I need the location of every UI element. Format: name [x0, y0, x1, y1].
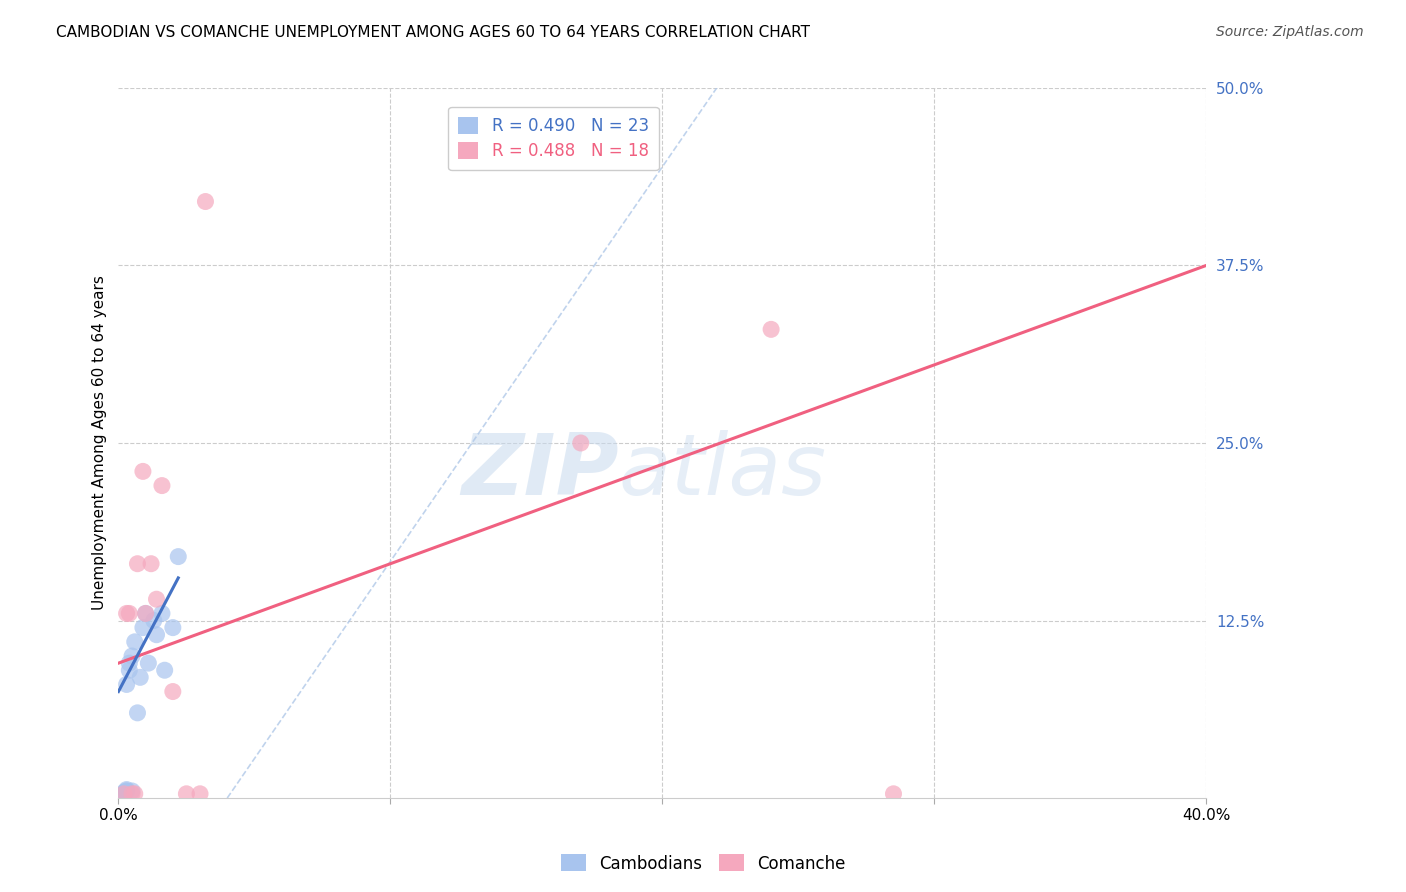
Point	[153, 663, 176, 677]
Point	[145, 592, 167, 607]
Point	[121, 648, 143, 663]
Point	[115, 782, 138, 797]
Point	[176, 787, 198, 801]
Legend: Cambodians, Comanche: Cambodians, Comanche	[554, 847, 852, 880]
Point	[135, 607, 157, 621]
Point	[162, 621, 184, 635]
Text: CAMBODIAN VS COMANCHE UNEMPLOYMENT AMONG AGES 60 TO 64 YEARS CORRELATION CHART: CAMBODIAN VS COMANCHE UNEMPLOYMENT AMONG…	[56, 25, 810, 40]
Point	[112, 787, 135, 801]
Text: ZIP: ZIP	[461, 430, 619, 513]
Point	[132, 464, 155, 478]
Point	[882, 787, 904, 801]
Point	[759, 322, 782, 336]
Point	[127, 706, 149, 720]
Point	[118, 663, 141, 677]
Point	[115, 784, 138, 798]
Point	[112, 785, 135, 799]
Point	[121, 787, 143, 801]
Point	[188, 787, 211, 801]
Point	[145, 628, 167, 642]
Point	[150, 607, 173, 621]
Point	[115, 607, 138, 621]
Point	[139, 557, 162, 571]
Y-axis label: Unemployment Among Ages 60 to 64 years: Unemployment Among Ages 60 to 64 years	[93, 276, 107, 610]
Point	[167, 549, 190, 564]
Point	[127, 557, 149, 571]
Point	[194, 194, 217, 209]
Point	[124, 787, 146, 801]
Point	[129, 670, 152, 684]
Point	[118, 656, 141, 670]
Point	[112, 789, 135, 803]
Point	[115, 677, 138, 691]
Text: Source: ZipAtlas.com: Source: ZipAtlas.com	[1216, 25, 1364, 39]
Point	[121, 784, 143, 798]
Legend: R = 0.490   N = 23, R = 0.488   N = 18: R = 0.490 N = 23, R = 0.488 N = 18	[449, 107, 659, 169]
Point	[115, 784, 138, 798]
Point	[150, 478, 173, 492]
Point	[132, 621, 155, 635]
Point	[118, 607, 141, 621]
Text: atlas: atlas	[619, 430, 827, 513]
Point	[569, 436, 592, 450]
Point	[124, 635, 146, 649]
Point	[138, 656, 160, 670]
Point	[112, 787, 135, 801]
Point	[135, 607, 157, 621]
Point	[142, 614, 165, 628]
Point	[162, 684, 184, 698]
